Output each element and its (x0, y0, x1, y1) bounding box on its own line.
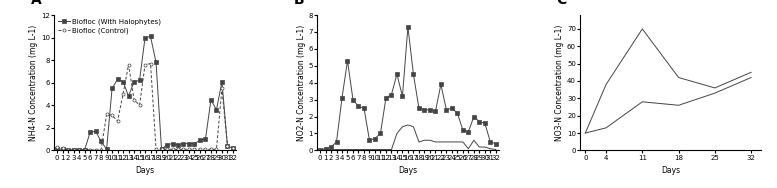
X-axis label: Days: Days (661, 166, 681, 175)
Y-axis label: NO3-N Concentration (mg L-1): NO3-N Concentration (mg L-1) (556, 24, 564, 141)
Y-axis label: NO2-N Concentration (mg L-1): NO2-N Concentration (mg L-1) (297, 25, 306, 141)
Text: A: A (31, 0, 42, 7)
X-axis label: Days: Days (399, 166, 417, 175)
Y-axis label: NH4-N Concentration (mg L-1): NH4-N Concentration (mg L-1) (30, 25, 38, 141)
Text: C: C (556, 0, 567, 7)
Legend: Biofloc (With Halophytes), Biofloc (Control): Biofloc (With Halophytes), Biofloc (Cont… (57, 18, 162, 34)
Text: B: B (294, 0, 305, 7)
X-axis label: Days: Days (135, 166, 155, 175)
